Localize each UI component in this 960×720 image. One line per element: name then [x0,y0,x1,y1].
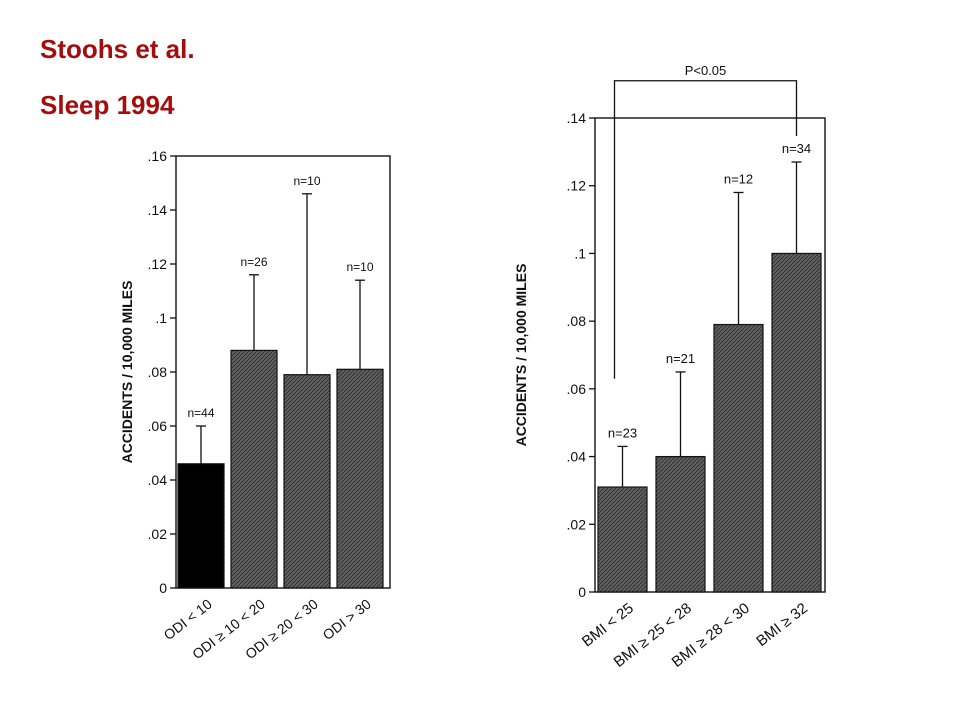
odi-y-axis-label: ACCIDENTS / 10,000 MILES [119,281,135,464]
bmi-significance-label: P<0.05 [685,63,727,78]
bmi-bar [597,486,648,593]
bmi-category-label: BMI ≥ 32 [753,600,811,650]
odi-y-tick-label: 0 [159,580,167,596]
citation-authors: Stoohs et al. [40,34,195,64]
bmi-y-tick-label: .14 [567,110,587,126]
odi-y-tick-label: .16 [148,148,168,164]
odi-n-label: n=10 [293,174,320,188]
bmi-bar [771,252,822,593]
odi-n-label: n=10 [346,260,373,274]
bmi-y-tick-label: .04 [567,449,587,465]
odi-y-tick-label: .14 [148,202,168,218]
odi-n-label: n=26 [240,255,267,269]
bmi-significance-bracket [613,80,798,379]
odi-y-tick-label: .12 [148,256,168,272]
bmi-y-axis-label: ACCIDENTS / 10,000 MILES [513,264,529,447]
odi-y-tick-label: .02 [148,526,168,542]
odi-y-tick-label: .08 [148,364,168,380]
odi-y-tick-label: .1 [155,310,167,326]
odi-n-label: n=44 [187,406,214,420]
bmi-plot-frame [594,117,826,593]
bmi-bar [713,323,764,593]
odi-bar [177,463,225,589]
bmi-n-label: n=21 [666,351,695,366]
bmi-n-label: n=23 [608,425,637,440]
odi-bar [336,368,384,589]
bmi-n-label: n=34 [782,141,811,156]
odi-y-tick-label: .06 [148,418,168,434]
bmi-y-tick-label: .1 [574,245,586,261]
bmi-y-tick-label: .08 [567,313,587,329]
odi-bar [230,349,278,589]
bmi-y-tick-label: .12 [567,178,587,194]
bmi-n-label: n=12 [724,171,753,186]
citation-journal: Sleep 1994 [40,90,175,120]
bmi-y-tick-label: .02 [567,516,587,532]
bmi-y-tick-label: 0 [578,584,586,600]
bmi-bar [655,455,706,593]
bmi-y-tick-label: .06 [567,381,587,397]
odi-y-tick-label: .04 [148,472,168,488]
